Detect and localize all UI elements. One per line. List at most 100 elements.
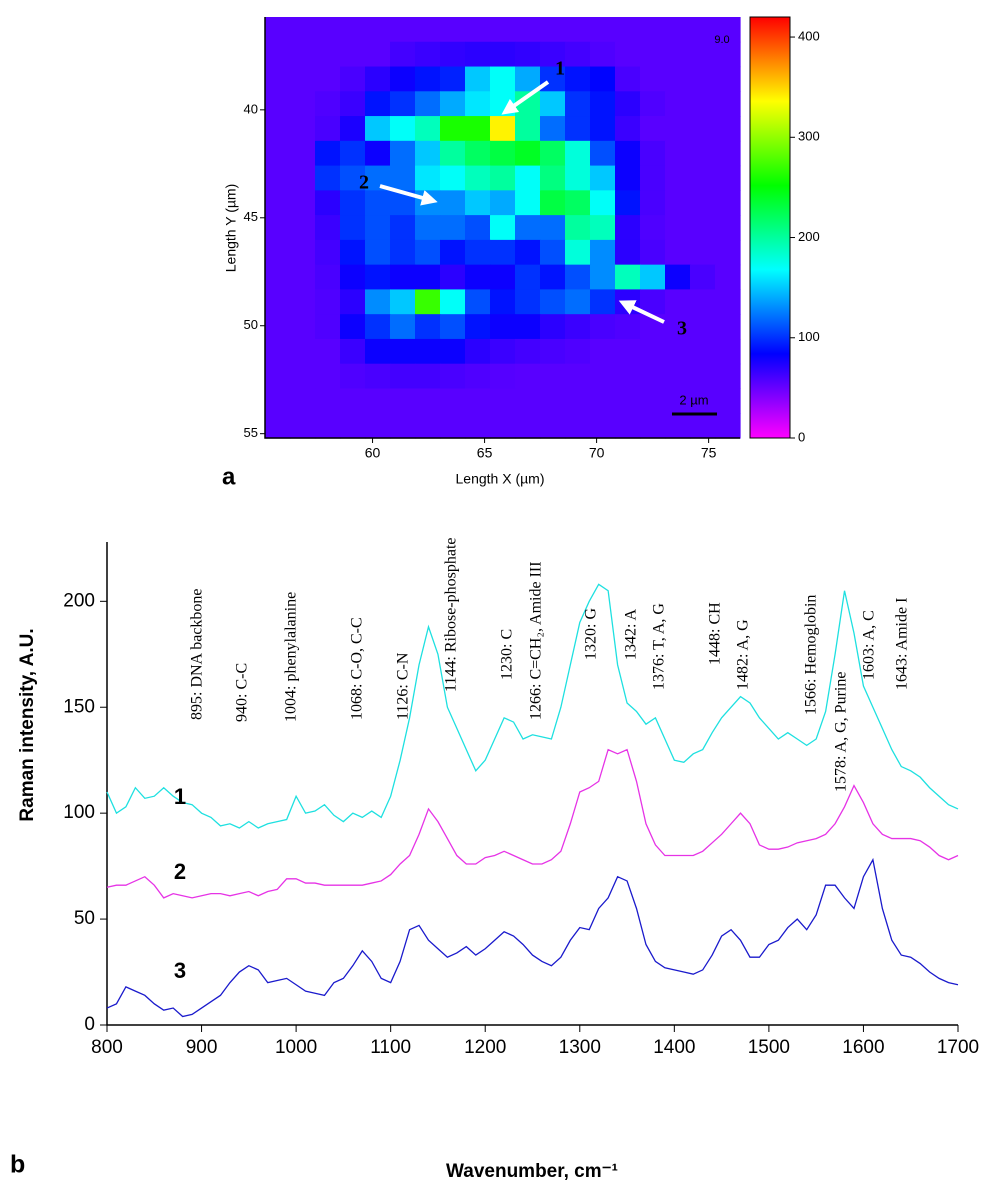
heatmap-cell <box>565 413 591 439</box>
heatmap-cell <box>490 165 516 191</box>
heatmap-cell <box>540 215 566 241</box>
heatmap-cell <box>490 264 516 291</box>
heatmap-cell <box>315 314 341 340</box>
y-tick-label: 50 <box>74 908 95 929</box>
y-tick-label: 45 <box>244 209 258 224</box>
heatmap-cell <box>515 116 541 142</box>
heatmap-cell <box>340 215 366 241</box>
heatmap-cell <box>590 17 616 43</box>
heatmap-cell <box>565 363 591 390</box>
heatmap-cell <box>515 165 541 191</box>
heatmap-cell <box>715 91 741 117</box>
heatmap-cell <box>365 66 391 92</box>
heatmap-cell <box>340 165 366 191</box>
heatmap-cell <box>390 41 416 68</box>
heatmap-cell <box>465 388 491 414</box>
heatmap-cell <box>715 289 741 315</box>
heatmap-cell <box>340 239 366 266</box>
heatmap-cell <box>365 363 391 390</box>
heatmap-cell <box>265 190 291 216</box>
heatmap-cell <box>590 165 616 191</box>
heatmap-cell <box>665 165 691 191</box>
series-line <box>106 583 959 829</box>
heatmap-cell <box>540 165 566 191</box>
heatmap-cell <box>690 388 716 414</box>
heatmap-cell <box>640 17 666 43</box>
heatmap-cell <box>415 215 441 241</box>
heatmap-cell <box>465 165 491 191</box>
heatmap-cell <box>415 17 441 43</box>
heatmap-cell <box>390 239 416 266</box>
heatmap-cell <box>440 289 466 315</box>
heatmap-cell <box>515 66 541 92</box>
x-tick-label: 1600 <box>842 1037 884 1058</box>
heatmap-cell <box>415 190 441 216</box>
heatmap-cell <box>315 66 341 92</box>
x-tick-label: 60 <box>365 445 381 461</box>
annotation: 1578: A, G, Purine <box>833 672 850 792</box>
heatmap-cell <box>390 165 416 191</box>
heatmap-cell <box>290 116 316 142</box>
heatmap-cell <box>315 41 341 68</box>
heatmap-cell <box>265 91 291 117</box>
heatmap-cell <box>365 41 391 68</box>
heatmap-cell <box>715 338 741 365</box>
heatmap-cell <box>540 388 566 414</box>
heatmap-cell <box>290 363 316 390</box>
heatmap-cell <box>640 190 666 216</box>
heatmap-cell <box>440 239 466 266</box>
heatmap-cell <box>390 116 416 142</box>
heatmap-cell <box>440 165 466 191</box>
heatmap-cell <box>665 314 691 340</box>
heatmap-cell <box>340 41 366 68</box>
heatmap-cell <box>665 41 691 68</box>
annotation: 1482: A, G <box>735 619 752 690</box>
heatmap-cell <box>640 388 666 414</box>
heatmap-cell <box>590 363 616 390</box>
heatmap-cell <box>590 116 616 142</box>
heatmap-cell <box>565 388 591 414</box>
heatmap-cell <box>465 91 491 117</box>
heatmap-cell <box>715 264 741 291</box>
heatmap-cell <box>315 338 341 365</box>
heatmap-cell <box>415 91 441 117</box>
arrow <box>379 184 438 206</box>
annotation: 895: DNA backbone <box>189 588 206 720</box>
heatmap-cell <box>365 413 391 439</box>
heatmap-cell <box>565 91 591 117</box>
heatmap-cell <box>340 363 366 390</box>
heatmap-cell <box>515 363 541 390</box>
heatmap-cell <box>390 413 416 439</box>
heatmap-cell <box>690 289 716 315</box>
heatmap-cell <box>565 190 591 216</box>
heatmap-cell <box>540 66 566 92</box>
heatmap-cell <box>490 413 516 439</box>
heatmap-cell <box>390 264 416 291</box>
heatmap-cell <box>490 116 516 142</box>
heatmap-cell <box>590 215 616 241</box>
y-axis-label: Raman intensity, A.U. <box>17 628 38 821</box>
heatmap-cell <box>315 91 341 117</box>
annotation: 1004: phenylalanine <box>283 592 300 722</box>
heatmap-cell <box>290 17 316 43</box>
heatmap-cell <box>315 17 341 43</box>
heatmap-cell <box>415 363 441 390</box>
heatmap-cell <box>665 388 691 414</box>
heatmap-cell <box>265 388 291 414</box>
arrow-label: 2 <box>359 172 369 194</box>
arrow-label: 3 <box>677 318 687 340</box>
heatmap-cell <box>615 388 641 414</box>
x-tick-label: 1300 <box>559 1037 601 1058</box>
heatmap-cell <box>615 215 641 241</box>
heatmap-cell <box>640 363 666 390</box>
x-tick-label: 1000 <box>275 1037 317 1058</box>
heatmap-cell <box>265 314 291 340</box>
heatmap-cell <box>315 165 341 191</box>
heatmap-cell <box>390 140 416 167</box>
heatmap-cell <box>540 289 566 315</box>
heatmap-cell <box>490 338 516 365</box>
heatmap-cell <box>565 116 591 142</box>
heatmap-cell <box>540 314 566 340</box>
heatmap-cell <box>565 239 591 266</box>
heatmap-cell <box>290 41 316 68</box>
